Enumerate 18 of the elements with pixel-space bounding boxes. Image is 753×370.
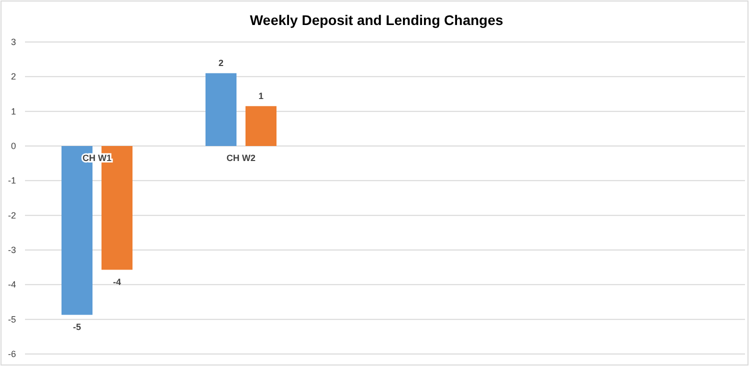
- data-label: 1: [258, 91, 264, 102]
- y-tick-label: -4: [8, 280, 16, 290]
- bar: [206, 73, 236, 146]
- x-tick-label: CH W2: [226, 153, 256, 163]
- y-tick-label: -6: [8, 349, 16, 359]
- y-tick-label: 0: [10, 141, 16, 151]
- data-label: -4: [112, 276, 122, 287]
- y-tick-label: -1: [8, 176, 16, 186]
- y-tick-label: -3: [8, 245, 16, 255]
- y-tick-label: -5: [8, 314, 16, 324]
- data-label: 2: [218, 58, 224, 68]
- bar: [246, 106, 276, 146]
- y-tick-label: 2: [10, 72, 16, 82]
- chart-title: Weekly Deposit and Lending Changes: [250, 12, 504, 28]
- y-tick-label: -2: [8, 210, 16, 220]
- y-tick-label: 1: [10, 106, 16, 116]
- y-tick-label: 3: [10, 37, 16, 47]
- data-label: -5: [72, 322, 82, 332]
